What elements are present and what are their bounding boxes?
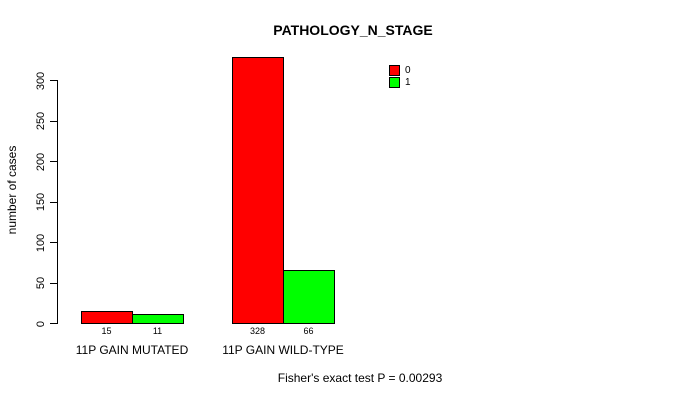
y-axis-tick-label: 0 xyxy=(35,320,47,327)
category-label: 11P GAIN WILD-TYPE xyxy=(222,343,344,357)
category-label: 11P GAIN MUTATED xyxy=(75,343,189,357)
bar-value-label: 15 xyxy=(101,326,112,336)
y-axis-tick-label: 200 xyxy=(35,152,47,171)
bar-value-label: 328 xyxy=(249,326,266,336)
annotation-text: Fisher's exact test P = 0.00293 xyxy=(277,371,443,385)
chart-title: PATHOLOGY_N_STAGE xyxy=(273,22,433,38)
legend-label: 1 xyxy=(405,77,411,88)
y-axis-tick xyxy=(50,323,57,324)
y-axis-tick-label: 50 xyxy=(35,276,47,290)
y-axis-tick xyxy=(50,161,57,162)
bar xyxy=(232,57,284,324)
bar xyxy=(132,314,184,324)
y-axis-tick-label: 100 xyxy=(35,233,47,252)
y-axis-tick-label: 300 xyxy=(35,71,47,90)
y-axis-label: number of cases xyxy=(5,145,19,235)
legend-item: 0 xyxy=(389,65,411,76)
y-axis-tick-label: 150 xyxy=(35,192,47,212)
bar-value-label: 11 xyxy=(152,326,163,336)
y-axis-line xyxy=(57,80,58,324)
legend-swatch-icon xyxy=(389,65,400,76)
y-axis-tick-label: 250 xyxy=(35,111,47,131)
y-axis-tick xyxy=(50,201,57,203)
y-axis-tick xyxy=(50,120,57,122)
y-axis-tick xyxy=(50,80,57,81)
y-axis-tick xyxy=(50,282,57,284)
legend-label: 0 xyxy=(405,65,411,76)
bar xyxy=(283,270,335,324)
legend-item: 1 xyxy=(389,77,411,88)
bar xyxy=(81,311,133,324)
bar-value-label: 66 xyxy=(303,326,314,336)
y-axis-tick xyxy=(50,242,57,243)
legend-swatch-icon xyxy=(389,77,400,88)
